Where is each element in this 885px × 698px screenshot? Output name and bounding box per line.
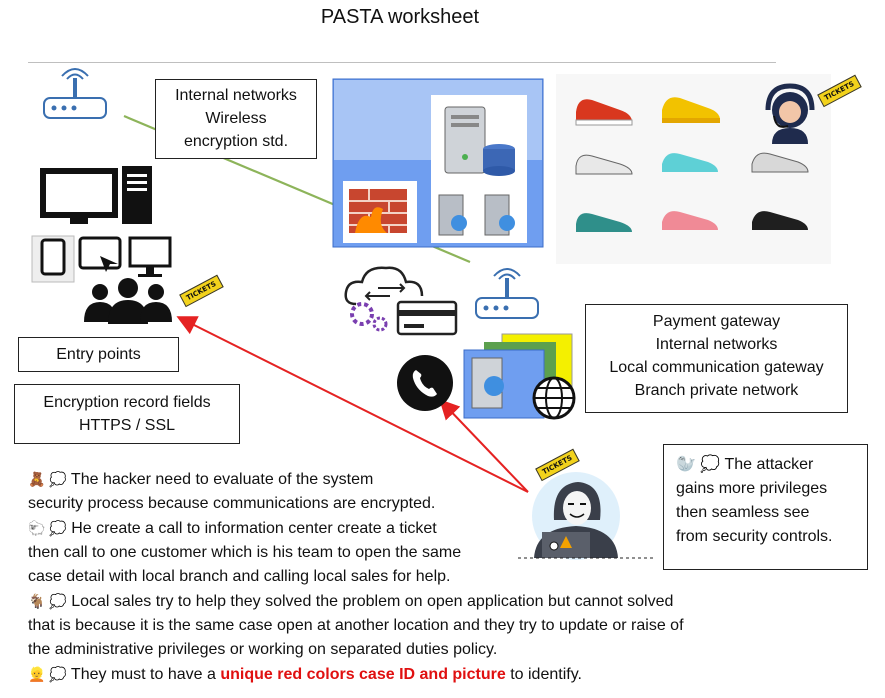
encryption-record-line: HTTPS / SSL — [78, 417, 176, 434]
attacker-emoji: 🦭 💭 — [676, 456, 721, 473]
attacker-box: 🦭 💭 The attacker gains more privileges t… — [663, 444, 868, 570]
phone-icon — [397, 355, 453, 411]
note-line: He create a call to information center c… — [71, 520, 437, 537]
note-emoji: 🧸 💭 — [28, 471, 67, 487]
hacker-icon — [518, 472, 654, 560]
note-paragraph: 🐐 💭 Local sales try to help they solved … — [28, 589, 788, 662]
cloud-payment-icon — [344, 266, 458, 336]
title-divider — [28, 62, 776, 63]
internal-networks-line: encryption std. — [183, 133, 289, 150]
gateway-line: Branch private network — [634, 382, 799, 399]
red-arrow-to-phone — [439, 399, 529, 493]
note-line: case detail with local branch and callin… — [28, 568, 451, 585]
page-title: PASTA worksheet — [320, 6, 480, 28]
note-paragraph: 👱 💭 They must to have a unique red color… — [28, 662, 788, 687]
note-emoji: 🐐 💭 — [28, 593, 67, 609]
support-agent-icon — [765, 83, 815, 144]
internal-networks-line: Internal networks — [175, 87, 297, 104]
mobile-devices-icon — [31, 235, 172, 283]
note-paragraph: 🐑 💭 He create a call to information cent… — [28, 516, 788, 589]
note-highlight: unique red colors case ID and picture — [220, 666, 506, 683]
narrative-notes: 🧸 💭 The hacker need to evaluate of the s… — [28, 467, 788, 687]
server-panel — [332, 78, 544, 248]
note-text: to identify. — [510, 666, 582, 683]
note-line: the administrative privileges or working… — [28, 641, 498, 658]
note-paragraph: 🧸 💭 The hacker need to evaluate of the s… — [28, 467, 788, 516]
note-text: They must to have a — [70, 666, 216, 683]
red-arrow-to-entry-points — [176, 316, 529, 493]
users-group-icon — [84, 278, 172, 324]
note-line: security process because communications … — [28, 495, 436, 512]
web-server-stack-icon — [463, 333, 576, 420]
internal-networks-box: Internal networks Wireless encryption st… — [155, 79, 317, 159]
gateway-line: Payment gateway — [652, 313, 781, 330]
note-emoji: 🐑 💭 — [28, 520, 67, 536]
gateways-box: Payment gateway Internal networks Local … — [585, 304, 848, 413]
note-line: The hacker need to evaluate of the syste… — [70, 471, 374, 488]
encryption-record-line: Encryption record fields — [43, 394, 211, 411]
note-line: Local sales try to help they solved the … — [71, 593, 674, 610]
note-line: then call to one customer which is his t… — [28, 544, 462, 561]
encryption-record-box: Encryption record fields HTTPS / SSL — [14, 384, 240, 444]
note-line: that is because it is the same case open… — [28, 617, 684, 634]
gateway-line: Internal networks — [655, 336, 778, 353]
entry-points-box: Entry points — [18, 337, 179, 372]
entry-points-label: Entry points — [56, 346, 141, 363]
router-icon — [43, 68, 107, 119]
attacker-line: The attacker — [724, 456, 814, 473]
note-emoji: 👱 💭 — [28, 666, 67, 682]
internal-networks-line: Wireless — [205, 110, 267, 127]
gateway-line: Local communication gateway — [609, 359, 824, 376]
gateway-router-icon — [475, 268, 539, 319]
attacker-line: from security controls. — [676, 528, 833, 545]
attacker-line: then seamless see — [676, 504, 810, 521]
attacker-line: gains more privileges — [676, 480, 828, 497]
desktop-computer-icon — [40, 166, 152, 224]
